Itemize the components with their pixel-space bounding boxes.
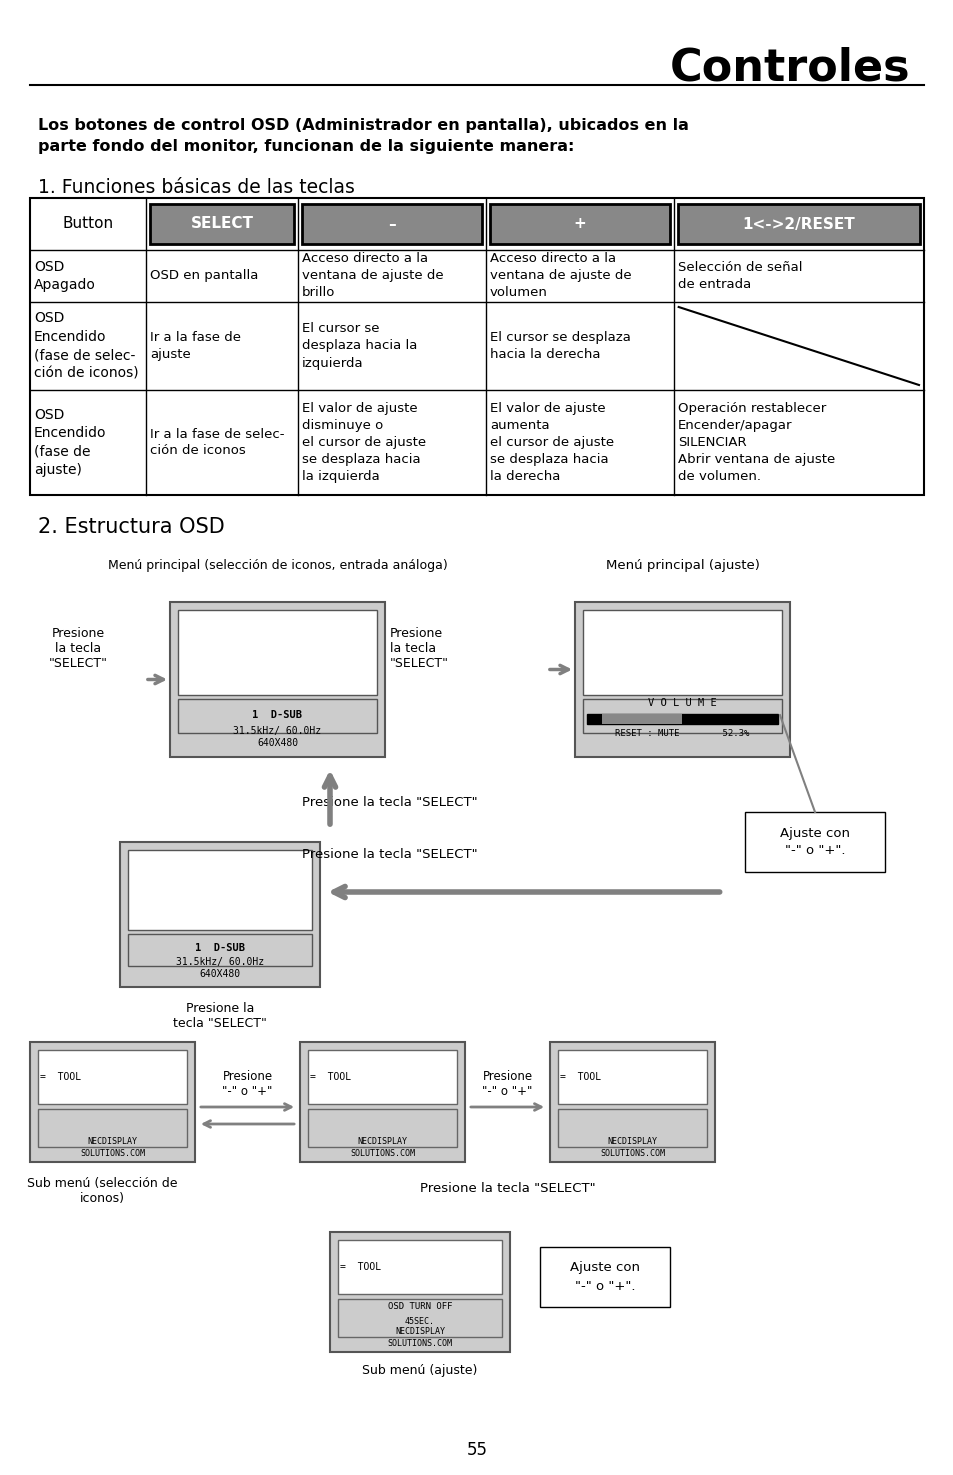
Text: Ajuste con
"-" o "+".: Ajuste con "-" o "+". bbox=[780, 826, 849, 857]
Text: –: – bbox=[388, 217, 395, 232]
Bar bbox=[330, 1232, 510, 1353]
Text: Presione la
tecla "SELECT": Presione la tecla "SELECT" bbox=[172, 1002, 267, 1030]
Text: OSD
Encendido
(fase de selec-
ción de iconos): OSD Encendido (fase de selec- ción de ic… bbox=[34, 311, 138, 381]
Text: Operación restablecer
Encender/apagar
SILENCIAR
Abrir ventana de ajuste
de volum: Operación restablecer Encender/apagar SI… bbox=[677, 403, 834, 482]
Bar bbox=[582, 611, 781, 695]
Bar bbox=[30, 198, 923, 496]
Text: =  TOOL: = TOOL bbox=[40, 1072, 81, 1083]
Text: OSD
Apagado: OSD Apagado bbox=[34, 260, 95, 292]
Text: Controles: Controles bbox=[669, 47, 909, 90]
Bar bbox=[178, 611, 376, 695]
Text: 1  D-SUB: 1 D-SUB bbox=[253, 709, 302, 720]
Text: V O L U M E: V O L U M E bbox=[647, 698, 716, 708]
Bar bbox=[30, 1041, 194, 1162]
Text: Presione la tecla "SELECT": Presione la tecla "SELECT" bbox=[302, 848, 477, 860]
Bar bbox=[299, 1041, 464, 1162]
Bar bbox=[308, 1109, 456, 1148]
Bar bbox=[677, 204, 919, 243]
Bar bbox=[575, 602, 789, 757]
Bar bbox=[539, 1246, 669, 1307]
Text: 55: 55 bbox=[466, 1441, 487, 1459]
Text: NECDISPLAY
SOLUTIONS.COM: NECDISPLAY SOLUTIONS.COM bbox=[599, 1137, 664, 1158]
Text: 2. Estructura OSD: 2. Estructura OSD bbox=[38, 518, 225, 537]
Text: OSD
Encendido
(fase de
ajuste): OSD Encendido (fase de ajuste) bbox=[34, 409, 107, 476]
Text: El cursor se desplaza
hacia la derecha: El cursor se desplaza hacia la derecha bbox=[490, 330, 630, 361]
Bar bbox=[558, 1109, 706, 1148]
Bar bbox=[170, 602, 385, 757]
Bar bbox=[744, 813, 884, 872]
Text: Presione la tecla "SELECT": Presione la tecla "SELECT" bbox=[419, 1181, 595, 1195]
Text: 640X480: 640X480 bbox=[199, 969, 240, 979]
Text: Acceso directo a la
ventana de ajuste de
volumen: Acceso directo a la ventana de ajuste de… bbox=[490, 252, 631, 299]
Bar bbox=[178, 699, 376, 733]
Text: Menú principal (selección de iconos, entrada análoga): Menú principal (selección de iconos, ent… bbox=[108, 559, 447, 571]
Bar bbox=[38, 1109, 187, 1148]
Text: OSD TURN OFF: OSD TURN OFF bbox=[387, 1302, 452, 1311]
Text: NECDISPLAY
SOLUTIONS.COM: NECDISPLAY SOLUTIONS.COM bbox=[80, 1137, 145, 1158]
Text: Presione
"-" o "+": Presione "-" o "+" bbox=[482, 1069, 532, 1097]
Text: Ajuste con
"-" o "+".: Ajuste con "-" o "+". bbox=[569, 1261, 639, 1292]
Text: =  TOOL: = TOOL bbox=[339, 1263, 381, 1271]
Text: Presione
"-" o "+": Presione "-" o "+" bbox=[222, 1069, 273, 1097]
Bar bbox=[550, 1041, 714, 1162]
Text: El valor de ajuste
aumenta
el cursor de ajuste
se desplaza hacia
la derecha: El valor de ajuste aumenta el cursor de … bbox=[490, 403, 614, 482]
Bar bbox=[128, 850, 312, 929]
Bar bbox=[490, 204, 669, 243]
Text: Presione la tecla "SELECT": Presione la tecla "SELECT" bbox=[302, 795, 477, 808]
Bar bbox=[150, 204, 294, 243]
Text: Button: Button bbox=[63, 217, 113, 232]
Bar bbox=[558, 1050, 706, 1103]
Bar bbox=[308, 1050, 456, 1103]
Bar bbox=[302, 204, 481, 243]
Text: Sub menú (selección de
iconos): Sub menú (selección de iconos) bbox=[28, 1177, 177, 1205]
Text: Selección de señal
de entrada: Selección de señal de entrada bbox=[677, 261, 801, 291]
Text: 31.5kHz/ 60.0Hz: 31.5kHz/ 60.0Hz bbox=[233, 726, 321, 736]
Text: 1  D-SUB: 1 D-SUB bbox=[194, 943, 245, 953]
Text: Los botones de control OSD (Administrador en pantalla), ubicados en la
parte fon: Los botones de control OSD (Administrado… bbox=[38, 118, 688, 153]
Text: =  TOOL: = TOOL bbox=[310, 1072, 351, 1083]
Text: NECDISPLAY
SOLUTIONS.COM: NECDISPLAY SOLUTIONS.COM bbox=[350, 1137, 415, 1158]
Text: OSD en pantalla: OSD en pantalla bbox=[150, 270, 258, 283]
Bar bbox=[337, 1299, 501, 1338]
Text: 45SEC.: 45SEC. bbox=[405, 1317, 435, 1326]
Text: 640X480: 640X480 bbox=[256, 738, 297, 748]
Text: =  TOOL: = TOOL bbox=[559, 1072, 600, 1083]
Text: 1<->2/RESET: 1<->2/RESET bbox=[741, 217, 854, 232]
Text: Ir a la fase de selec-
ción de iconos: Ir a la fase de selec- ción de iconos bbox=[150, 428, 284, 457]
Bar bbox=[582, 699, 781, 733]
Text: 31.5kHz/ 60.0Hz: 31.5kHz/ 60.0Hz bbox=[175, 957, 264, 968]
Text: +: + bbox=[573, 217, 585, 232]
Text: 1. Funciones básicas de las teclas: 1. Funciones básicas de las teclas bbox=[38, 178, 355, 198]
Bar bbox=[128, 934, 312, 966]
Text: RESET : MUTE        52.3%: RESET : MUTE 52.3% bbox=[615, 729, 749, 739]
Text: Acceso directo a la
ventana de ajuste de
brillo: Acceso directo a la ventana de ajuste de… bbox=[302, 252, 443, 299]
Bar bbox=[38, 1050, 187, 1103]
Bar bbox=[120, 842, 319, 987]
Text: El cursor se
desplaza hacia la
izquierda: El cursor se desplaza hacia la izquierda bbox=[302, 323, 417, 370]
Bar bbox=[601, 714, 681, 724]
Text: NECDISPLAY
SOLUTIONS.COM: NECDISPLAY SOLUTIONS.COM bbox=[387, 1328, 452, 1348]
Text: Sub menú (ajuste): Sub menú (ajuste) bbox=[362, 1364, 477, 1378]
Text: SELECT: SELECT bbox=[191, 217, 253, 232]
Bar bbox=[337, 1240, 501, 1294]
Text: Ir a la fase de
ajuste: Ir a la fase de ajuste bbox=[150, 330, 241, 361]
Bar bbox=[586, 714, 778, 724]
Text: Menú principal (ajuste): Menú principal (ajuste) bbox=[605, 559, 759, 571]
Text: Presione
la tecla
"SELECT": Presione la tecla "SELECT" bbox=[49, 627, 108, 670]
Text: El valor de ajuste
disminuye o
el cursor de ajuste
se desplaza hacia
la izquierd: El valor de ajuste disminuye o el cursor… bbox=[302, 403, 426, 482]
Text: Presione
la tecla
"SELECT": Presione la tecla "SELECT" bbox=[390, 627, 449, 670]
